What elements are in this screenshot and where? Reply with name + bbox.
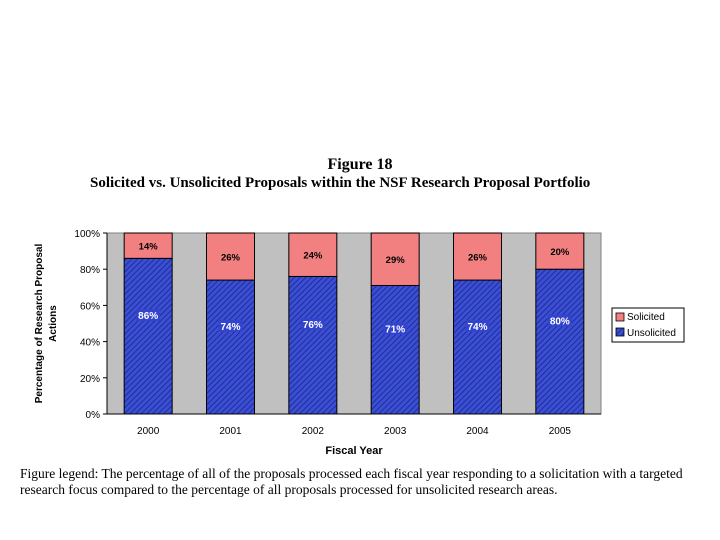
y-tick-label: 80%	[80, 265, 100, 276]
data-label-solicited: 24%	[303, 251, 323, 262]
x-tick-label: 2002	[302, 426, 325, 437]
plot-area	[106, 232, 602, 415]
bar-unsolicited	[453, 279, 502, 415]
bar-solicited	[370, 232, 420, 286]
x-tick-label: 2001	[219, 426, 242, 437]
bar-solicited	[453, 232, 502, 281]
y-axis-title: Actions	[48, 305, 59, 342]
legend-swatch-solicited	[615, 312, 625, 322]
data-label-solicited: 14%	[139, 242, 159, 253]
data-label-unsolicited: 80%	[550, 317, 570, 328]
data-label-bg	[547, 314, 572, 327]
x-tick-label: 2004	[466, 426, 489, 437]
bar-solicited	[288, 232, 338, 277]
data-label-unsolicited: 74%	[220, 322, 240, 333]
data-label-bg	[300, 318, 325, 331]
bar-solicited	[123, 232, 173, 259]
data-label-unsolicited: 74%	[467, 322, 487, 333]
figure-caption: Figure legend: The percentage of all of …	[20, 466, 683, 497]
y-tick-label: 60%	[80, 301, 100, 312]
data-label-bg	[218, 319, 243, 332]
data-label-solicited: 20%	[550, 247, 570, 258]
bar-solicited	[535, 232, 585, 270]
x-tick-label: 2000	[137, 426, 160, 437]
data-label-unsolicited: 76%	[303, 320, 323, 331]
figure-title: Figure 18	[327, 156, 393, 173]
bar-unsolicited	[288, 275, 338, 415]
y-tick-label: 0%	[86, 410, 101, 421]
data-label-bg	[136, 309, 161, 322]
legend-swatch-unsolicited	[615, 327, 625, 337]
x-tick-label: 2005	[549, 426, 572, 437]
figure-subtitle: Solicited vs. Unsolicited Proposals with…	[90, 175, 591, 191]
data-label-bg	[465, 319, 490, 332]
data-label-solicited: 26%	[221, 253, 241, 264]
bar-solicited	[206, 232, 255, 281]
data-label-bg	[383, 322, 408, 335]
data-label-solicited: 26%	[468, 253, 488, 264]
x-axis-title: Fiscal Year	[325, 445, 383, 457]
legend-label-solicited: Solicited	[627, 312, 665, 323]
bar-unsolicited	[206, 279, 255, 415]
data-label-solicited: 29%	[386, 255, 406, 266]
y-tick-label: 40%	[80, 338, 100, 349]
legend-label-unsolicited: Unsolicited	[627, 328, 676, 339]
data-label-unsolicited: 86%	[138, 311, 158, 322]
bar-unsolicited	[123, 257, 173, 415]
bar-unsolicited	[370, 284, 420, 415]
y-axis-title: Percentage of Research Proposal	[34, 244, 45, 404]
y-tick-label: 100%	[74, 229, 100, 240]
bar-unsolicited	[535, 268, 585, 415]
x-tick-label: 2003	[384, 426, 407, 437]
y-tick-label: 20%	[80, 374, 100, 385]
data-label-unsolicited: 71%	[385, 325, 405, 336]
